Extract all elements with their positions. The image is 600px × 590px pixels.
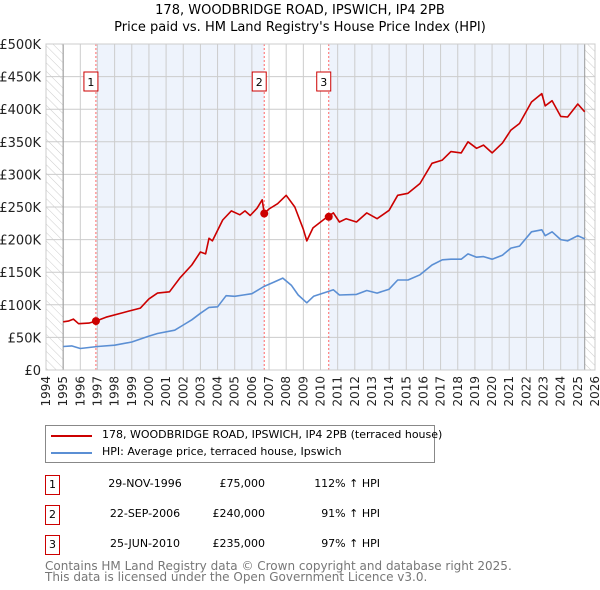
footer-copyright: Contains HM Land Registry data © Crown c… (45, 559, 512, 573)
sale-annotation-label: 2 (256, 76, 263, 89)
x-tick-label: 2020 (485, 376, 499, 407)
y-tick-label: £350K (0, 136, 41, 151)
y-tick-label: £0 (24, 364, 41, 379)
sale-date: 22-SEP-2006 (109, 507, 181, 520)
hpi-line (63, 229, 586, 350)
x-tick-label: 2002 (176, 376, 190, 407)
x-tick-label: 2017 (434, 376, 448, 407)
legend: 178, WOODBRIDGE ROAD, IPSWICH, IP4 2PB (… (45, 425, 442, 463)
x-tick-label: 2015 (399, 376, 413, 407)
x-tick-label: 2014 (382, 376, 396, 407)
sale-point (91, 317, 100, 326)
chart-subtitle: Price paid vs. HM Land Registry's House … (114, 20, 486, 35)
sale-row: 1 29-NOV-1996 £75,000 112% ↑ HPI (45, 475, 445, 495)
plot-border (45, 43, 596, 371)
x-tick-label: 2013 (365, 376, 379, 407)
x-tick-label: 2009 (296, 376, 310, 407)
x-tick-label: 2012 (348, 376, 362, 407)
legend-label: HPI: Average price, terraced house, Ipsw… (102, 445, 342, 458)
sale-point (324, 212, 333, 221)
y-tick-label: £250K (0, 201, 41, 216)
x-tick-label: 1997 (90, 376, 104, 407)
sale-marker-box: 1 (45, 475, 60, 495)
sale-row: 3 25-JUN-2010 £235,000 97% ↑ HPI (45, 535, 445, 555)
y-tick-label: £100K (0, 299, 41, 314)
legend-line-property (51, 435, 92, 437)
sale-marker-box: 2 (45, 505, 60, 525)
x-tick-label: 2024 (554, 376, 568, 407)
sale-hpi: 97% ↑ HPI (321, 537, 380, 550)
x-tick-label: 1995 (56, 376, 70, 407)
y-tick-label: £500K (0, 38, 41, 53)
sale-hpi: 112% ↑ HPI (314, 477, 380, 490)
x-tick-label: 2026 (588, 376, 600, 407)
x-tick-label: 2025 (571, 376, 585, 407)
x-tick-label: 2010 (314, 376, 328, 407)
x-tick-label: 2021 (502, 376, 516, 407)
x-tick-label: 1998 (108, 376, 122, 407)
x-tick-label: 1999 (125, 376, 139, 407)
sale-point (260, 209, 269, 218)
x-tick-label: 2006 (245, 376, 259, 407)
legend-label: 178, WOODBRIDGE ROAD, IPSWICH, IP4 2PB (… (102, 428, 443, 441)
y-tick-label: £300K (0, 168, 41, 183)
sale-annotation-label: 1 (87, 76, 94, 89)
property-price-line (63, 92, 586, 325)
x-tick-label: 2000 (142, 376, 156, 407)
chart-title: 178, WOODBRIDGE ROAD, IPSWICH, IP4 2PB (155, 3, 445, 18)
sale-hpi: 91% ↑ HPI (321, 507, 380, 520)
y-tick-label: £200K (0, 234, 41, 249)
sale-price: £75,000 (219, 477, 266, 490)
footer-licence: This data is licensed under the Open Gov… (45, 570, 428, 584)
x-tick-label: 2001 (159, 376, 173, 407)
x-tick-label: 2003 (193, 376, 207, 407)
x-tick-label: 1996 (73, 376, 87, 407)
y-tick-label: £400K (0, 103, 41, 118)
sale-marker-box: 3 (45, 535, 60, 555)
x-tick-label: 2016 (416, 376, 430, 407)
sale-row: 2 22-SEP-2006 £240,000 91% ↑ HPI (45, 505, 445, 525)
x-tick-label: 2022 (519, 376, 533, 407)
sale-annotation-box (316, 71, 332, 92)
y-tick-label: £50K (8, 331, 42, 346)
x-tick-label: 2008 (279, 376, 293, 407)
x-tick-label: 2011 (331, 376, 345, 407)
y-tick-label: £450K (0, 71, 41, 86)
x-tick-label: 1994 (39, 376, 53, 407)
sale-price: £235,000 (212, 537, 266, 550)
legend-line-hpi (51, 452, 92, 454)
sale-annotation-label: 3 (320, 76, 327, 89)
sale-date: 25-JUN-2010 (109, 537, 181, 550)
sale-annotation-box (83, 71, 99, 92)
x-tick-label: 2019 (468, 376, 482, 407)
price-chart: 1994 1995 1996 1997 1998 1999 2000 2001 2002 2003… (0, 38, 600, 407)
x-tick-label: 2023 (537, 376, 551, 407)
x-tick-label: 2005 (228, 376, 242, 407)
sale-annotation-box (251, 71, 267, 92)
sale-price: £240,000 (212, 507, 266, 520)
x-tick-label: 2007 (262, 376, 276, 407)
y-tick-label: £150K (0, 266, 41, 281)
x-tick-label: 2018 (451, 376, 465, 407)
sale-date: 29-NOV-1996 (108, 477, 182, 490)
x-tick-label: 2004 (211, 376, 225, 407)
